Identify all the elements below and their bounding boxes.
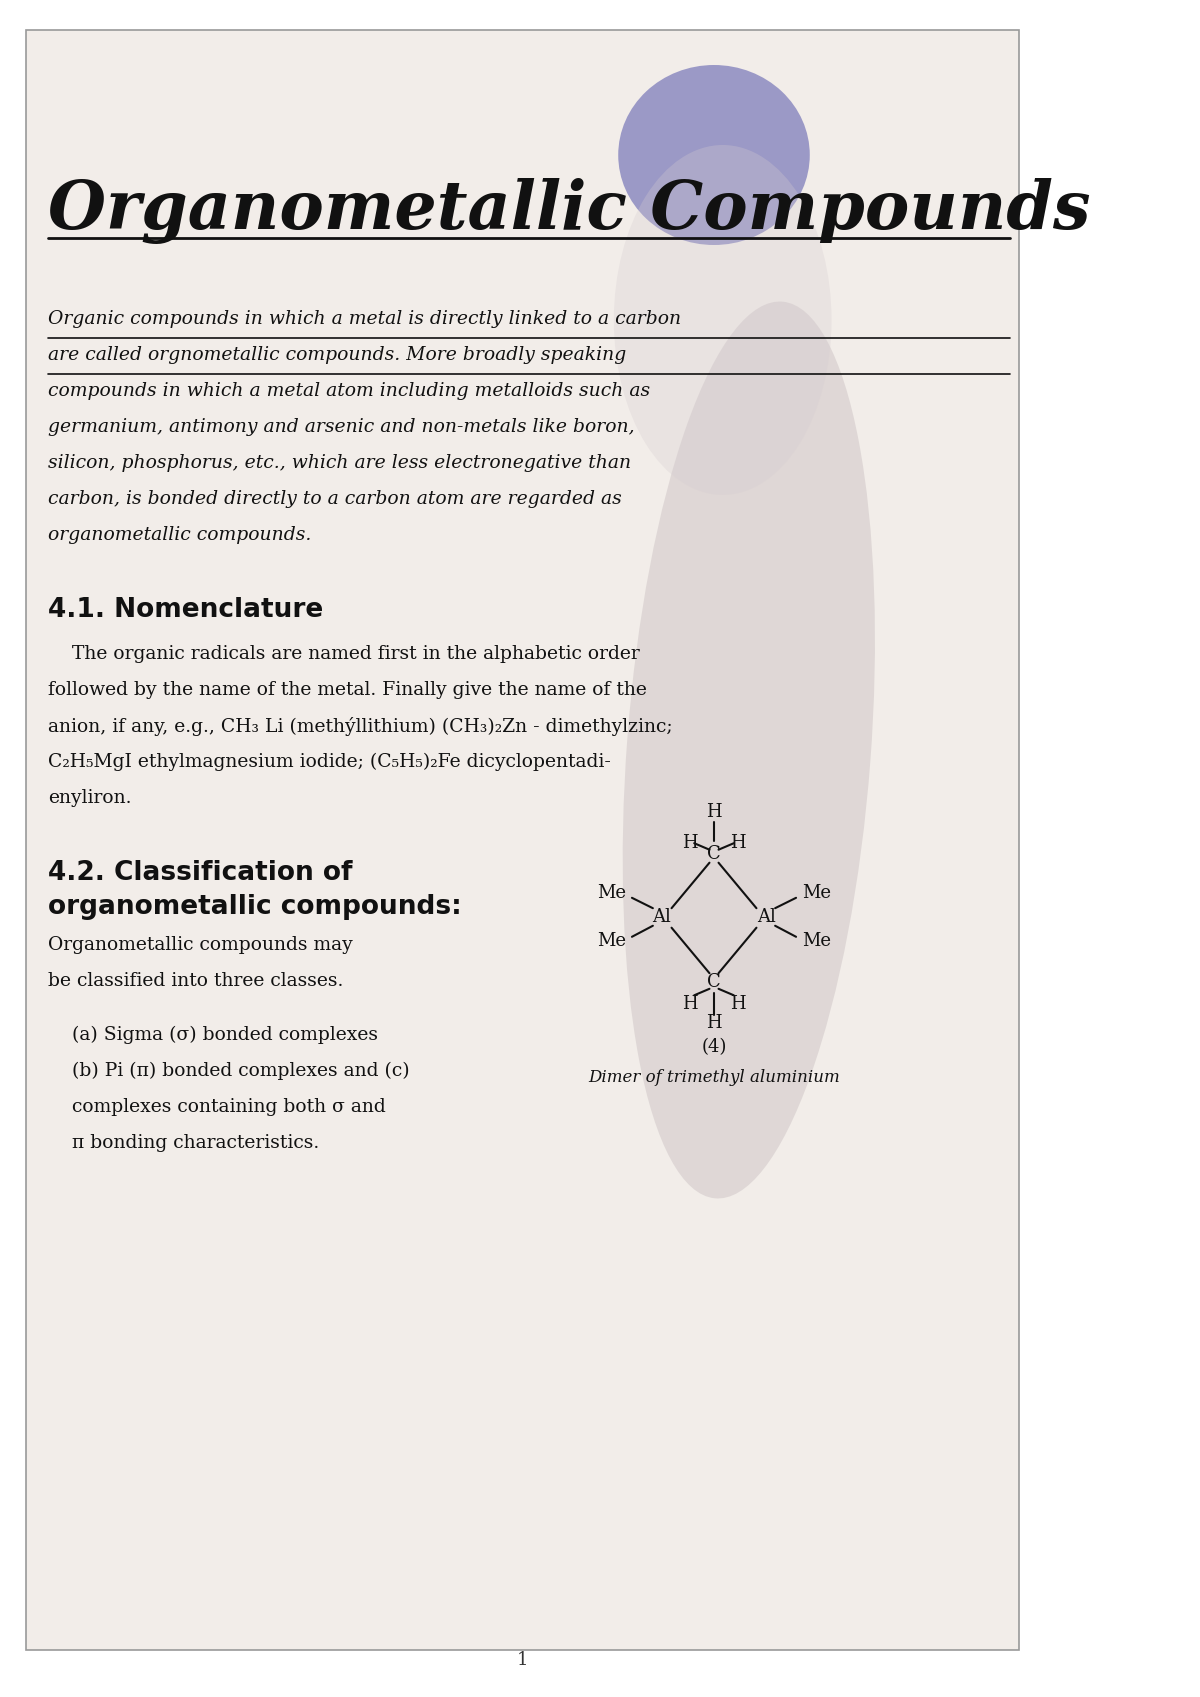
Text: H: H: [730, 994, 745, 1013]
Text: (4): (4): [701, 1039, 727, 1056]
Text: Me: Me: [598, 932, 626, 950]
Text: anion, if any, e.g., CH₃ Li (methýllithium) (CH₃)₂Zn - dimethylzinc;: anion, if any, e.g., CH₃ Li (methýllithi…: [48, 718, 672, 736]
Ellipse shape: [614, 144, 832, 496]
Text: carbon, is bonded directly to a carbon atom are regarded as: carbon, is bonded directly to a carbon a…: [48, 490, 622, 507]
Text: Me: Me: [598, 884, 626, 903]
Text: be classified into three classes.: be classified into three classes.: [48, 972, 343, 989]
FancyBboxPatch shape: [26, 31, 1019, 1649]
Text: (b) Pi (π) bonded complexes and (c): (b) Pi (π) bonded complexes and (c): [48, 1062, 409, 1081]
Text: Organic compounds in which a metal is directly linked to a carbon: Organic compounds in which a metal is di…: [48, 311, 682, 328]
Text: π bonding characteristics.: π bonding characteristics.: [48, 1134, 319, 1152]
Text: Al: Al: [653, 908, 671, 927]
Text: H: H: [730, 835, 745, 852]
Text: (a) Sigma (σ) bonded complexes: (a) Sigma (σ) bonded complexes: [48, 1027, 378, 1044]
Text: Al: Al: [757, 908, 775, 927]
Text: C: C: [707, 845, 721, 864]
Text: 4.2. Classification of: 4.2. Classification of: [48, 860, 353, 886]
Text: silicon, phosphorus, etc., which are less electronegative than: silicon, phosphorus, etc., which are les…: [48, 455, 631, 472]
Text: organometallic compounds.: organometallic compounds.: [48, 526, 311, 545]
Text: H: H: [683, 994, 698, 1013]
Ellipse shape: [618, 64, 810, 244]
Text: The organic radicals are named first in the alphabetic order: The organic radicals are named first in …: [48, 645, 640, 664]
Ellipse shape: [623, 302, 875, 1198]
Text: C: C: [707, 974, 721, 991]
Text: compounds in which a metal atom including metalloids such as: compounds in which a metal atom includin…: [48, 382, 650, 400]
Text: Organometallic Compounds: Organometallic Compounds: [48, 178, 1091, 244]
Text: enyliron.: enyliron.: [48, 789, 131, 808]
Text: germanium, antimony and arsenic and non-metals like boron,: germanium, antimony and arsenic and non-…: [48, 417, 635, 436]
Text: Dimer of trimethyl aluminium: Dimer of trimethyl aluminium: [588, 1069, 840, 1086]
Text: 1: 1: [517, 1651, 528, 1670]
Text: organometallic compounds:: organometallic compounds:: [48, 894, 462, 920]
Text: are called orgnometallic compounds. More broadly speaking: are called orgnometallic compounds. More…: [48, 346, 626, 363]
Text: followed by the name of the metal. Finally give the name of the: followed by the name of the metal. Final…: [48, 680, 647, 699]
Text: H: H: [706, 1015, 722, 1032]
Text: complexes containing both σ and: complexes containing both σ and: [48, 1098, 385, 1117]
Text: 4.1. Nomenclature: 4.1. Nomenclature: [48, 597, 323, 623]
Text: Organometallic compounds may: Organometallic compounds may: [48, 937, 353, 954]
Text: H: H: [706, 803, 722, 821]
Text: H: H: [683, 835, 698, 852]
Text: Me: Me: [802, 884, 830, 903]
Text: C₂H₅MgI ethylmagnesium iodide; (C₅H₅)₂Fe dicyclopentadi-: C₂H₅MgI ethylmagnesium iodide; (C₅H₅)₂Fe…: [48, 753, 611, 770]
Text: Me: Me: [802, 932, 830, 950]
